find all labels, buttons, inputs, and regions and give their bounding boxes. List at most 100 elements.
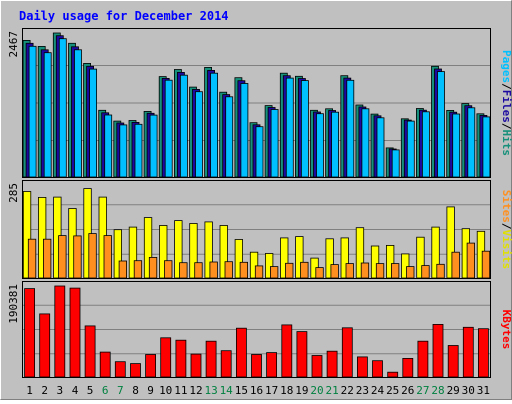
bar-kbytes-day-27 <box>417 340 429 378</box>
bar-kbytes-day-5 <box>84 325 96 378</box>
bar-kbytes-day-16 <box>251 354 262 378</box>
x-axis-labels: 1 2 3 4 5 6 7 8 9 10 11 12 13 14 15 16 17 18 19 20 21 22 23 24 2… <box>26 384 490 397</box>
bar-kbytes-day-26 <box>402 357 414 378</box>
x-tick-label-15: 15 <box>235 384 248 397</box>
bar-visits-day-27 <box>416 236 425 279</box>
bar-pages-day-23 <box>361 108 370 178</box>
bar-visits-day-23 <box>355 227 365 279</box>
bar-sites-day-11 <box>179 262 188 279</box>
x-tick-label-14: 14 <box>220 384 234 397</box>
bar-pages-day-3 <box>58 38 67 178</box>
label-separator: / <box>500 223 512 230</box>
bar-pages-day-19 <box>300 80 309 178</box>
panel-2-series-label: Sites/Visits <box>500 190 512 270</box>
bar-sites-day-29 <box>451 251 460 279</box>
bar-visits-day-12 <box>189 223 198 279</box>
x-tick-label-30: 30 <box>462 384 475 397</box>
bar-sites-day-20 <box>315 267 324 279</box>
bar-kbytes-day-12 <box>190 353 202 378</box>
x-tick-label-19: 19 <box>295 384 308 397</box>
x-tick-label-25: 25 <box>386 384 399 397</box>
bar-sites-day-15 <box>239 261 249 279</box>
bar-sites-day-3 <box>58 235 67 279</box>
bar-visits-day-14 <box>219 225 228 279</box>
series-pages <box>28 38 491 178</box>
bar-pages-day-15 <box>240 83 249 178</box>
bar-sites-day-7 <box>118 260 127 279</box>
bar-kbytes-day-6 <box>99 351 111 378</box>
bar-pages-day-20 <box>316 113 324 178</box>
panel-border <box>22 28 491 178</box>
bar-sites-day-5 <box>88 233 97 279</box>
bar-kbytes-day-23 <box>356 356 368 378</box>
bar-kbytes-day-11 <box>175 339 187 378</box>
bar-visits-day-24 <box>370 245 380 279</box>
bar-kbytes-day-13 <box>205 340 217 378</box>
x-tick-label-12: 12 <box>189 384 202 397</box>
bar-visits-day-28 <box>431 226 440 279</box>
x-tick-label-3: 3 <box>56 384 63 397</box>
panel-3-series-label: KBytes <box>500 310 512 350</box>
bar-visits-day-11 <box>174 220 183 279</box>
bar-sites-day-28 <box>436 263 445 279</box>
label-separator: / <box>500 83 512 90</box>
x-tick-label-16: 16 <box>250 384 263 397</box>
label-separator: / <box>500 123 512 130</box>
bar-sites-day-17 <box>269 266 279 279</box>
bar-sites-day-30 <box>466 242 476 279</box>
bar-kbytes-day-25 <box>387 371 399 378</box>
bar-pages-day-12 <box>195 91 203 178</box>
bar-sites-day-10 <box>164 260 173 279</box>
bar-pages-day-24 <box>376 117 385 178</box>
x-tick-label-18: 18 <box>280 384 293 397</box>
bar-kbytes-day-7 <box>114 361 126 378</box>
bar-kbytes-day-4 <box>69 287 81 378</box>
bar-sites-day-9 <box>148 256 158 279</box>
bar-pages-day-17 <box>270 109 279 178</box>
bar-pages-day-4 <box>74 49 82 178</box>
bar-sites-day-18 <box>285 262 294 279</box>
bar-pages-day-16 <box>255 126 264 178</box>
bar-sites-day-14 <box>224 261 233 279</box>
panel-3-max-label: 190381 <box>7 284 20 324</box>
series-sites <box>27 233 491 279</box>
x-tick-label-27: 27 <box>416 384 429 397</box>
panel-3: 190381 KBytes <box>7 281 512 378</box>
x-tick-label-21: 21 <box>325 384 338 397</box>
bar-kbytes-day-3 <box>54 285 66 378</box>
bar-pages-day-14 <box>225 96 234 178</box>
x-tick-label-13: 13 <box>204 384 217 397</box>
bar-sites-day-19 <box>300 261 309 279</box>
bar-kbytes-day-17 <box>266 352 278 378</box>
bar-sites-day-24 <box>375 263 385 279</box>
bar-pages-day-30 <box>467 107 476 178</box>
bar-sites-day-16 <box>254 265 264 279</box>
bar-kbytes-day-2 <box>39 313 51 378</box>
bar-pages-day-28 <box>437 71 445 178</box>
x-tick-label-6: 6 <box>102 384 109 397</box>
bar-pages-day-13 <box>210 72 219 178</box>
bar-kbytes-day-8 <box>130 363 141 378</box>
bar-visits-day-15 <box>234 239 244 279</box>
panel-2-max-label: 285 <box>7 183 20 203</box>
bar-pages-day-29 <box>452 113 461 178</box>
bar-visits-day-9 <box>143 217 153 279</box>
bar-visits-day-22 <box>340 237 349 279</box>
legend-label-hits: Hits <box>500 130 512 157</box>
x-tick-label-7: 7 <box>117 384 124 397</box>
bar-kbytes-day-30 <box>462 326 474 378</box>
bar-visits-day-18 <box>280 237 289 279</box>
bar-kbytes-day-29 <box>447 345 459 378</box>
bar-sites-day-4 <box>73 235 82 279</box>
series-visits <box>22 188 486 279</box>
bar-sites-day-26 <box>406 266 415 279</box>
legend-label-files: Files <box>500 90 512 123</box>
bar-pages-day-8 <box>134 123 143 178</box>
chart-title: Daily usage for December 2014 <box>19 9 229 23</box>
x-tick-label-24: 24 <box>371 384 385 397</box>
bar-kbytes-day-15 <box>235 327 247 378</box>
bar-pages-day-26 <box>406 120 415 178</box>
x-tick-label-22: 22 <box>341 384 354 397</box>
